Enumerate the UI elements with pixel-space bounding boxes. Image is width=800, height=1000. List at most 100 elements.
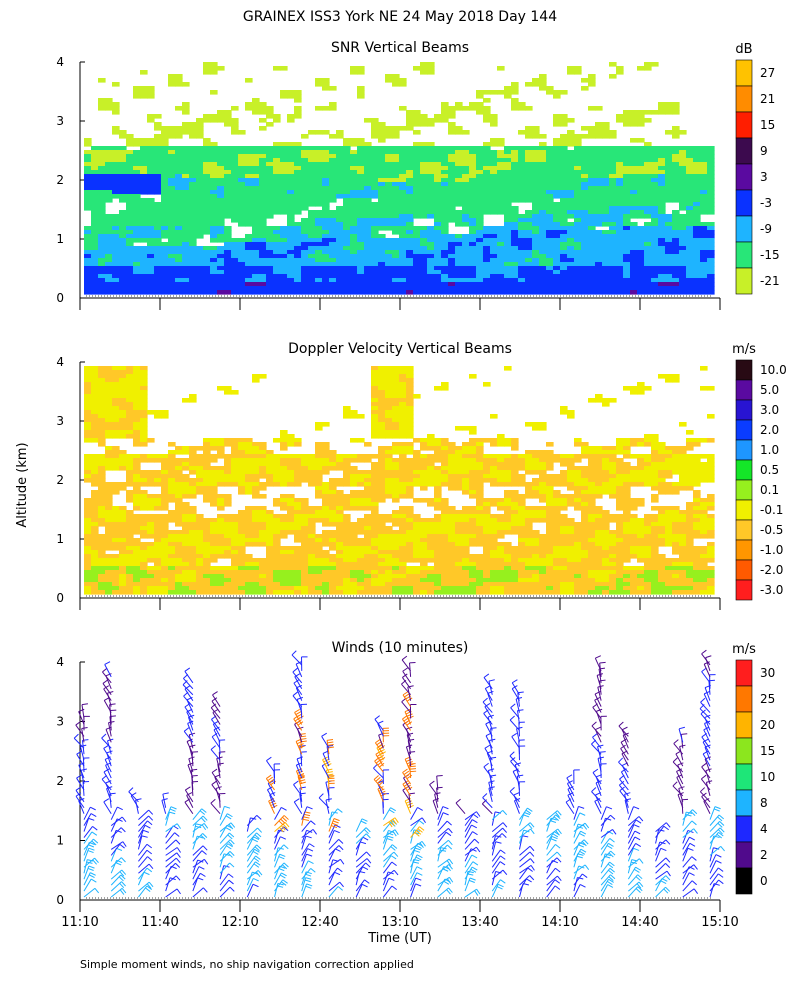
- heatmap-cell: [658, 458, 666, 463]
- heatmap-cell: [280, 470, 288, 475]
- heatmap-cell: [427, 226, 435, 231]
- heatmap-cell: [266, 166, 274, 171]
- heatmap-cell: [259, 222, 267, 227]
- heatmap-cell: [112, 174, 120, 179]
- heatmap-cell: [511, 178, 519, 183]
- heatmap-cell: [665, 130, 673, 135]
- heatmap-cell: [371, 282, 379, 287]
- heatmap-cell: [112, 214, 120, 219]
- heatmap-cell: [588, 398, 596, 403]
- heatmap-cell: [357, 242, 365, 247]
- heatmap-cell: [525, 234, 533, 239]
- heatmap-cell: [161, 210, 169, 215]
- heatmap-cell: [455, 150, 463, 155]
- heatmap-cell: [392, 494, 400, 499]
- heatmap-cell: [476, 170, 484, 175]
- heatmap-cell: [154, 154, 162, 159]
- heatmap-cell: [259, 290, 267, 295]
- heatmap-cell: [518, 102, 526, 107]
- heatmap-cell: [280, 274, 288, 279]
- heatmap-cell: [182, 274, 190, 279]
- heatmap-cell: [364, 142, 372, 147]
- heatmap-cell: [336, 466, 344, 471]
- heatmap-cell: [336, 266, 344, 271]
- heatmap-cell: [371, 126, 379, 131]
- heatmap-cell: [98, 262, 106, 267]
- heatmap-cell: [322, 446, 330, 451]
- heatmap-cell: [378, 494, 386, 499]
- heatmap-cell: [259, 226, 267, 231]
- heatmap-cell: [462, 282, 470, 287]
- heatmap-cell: [147, 266, 155, 271]
- heatmap-cell: [679, 178, 687, 183]
- heatmap-cell: [588, 234, 596, 239]
- heatmap-cell: [623, 110, 631, 115]
- heatmap-cell: [217, 210, 225, 215]
- heatmap-cell: [210, 274, 218, 279]
- heatmap-cell: [140, 474, 148, 479]
- heatmap-cell: [609, 486, 617, 491]
- heatmap-cell: [623, 282, 631, 287]
- heatmap-cell: [231, 258, 239, 263]
- heatmap-cell: [476, 186, 484, 191]
- heatmap-cell: [637, 382, 645, 387]
- heatmap-cell: [399, 222, 407, 227]
- heatmap-cell: [378, 150, 386, 155]
- heatmap-cell: [539, 470, 547, 475]
- heatmap-cell: [343, 194, 351, 199]
- heatmap-cell: [336, 290, 344, 295]
- heatmap-cell: [350, 458, 358, 463]
- heatmap-cell: [378, 242, 386, 247]
- heatmap-cell: [98, 398, 106, 403]
- colorbar-label: -9: [760, 222, 772, 236]
- heatmap-cell: [147, 138, 155, 143]
- heatmap-cell: [602, 462, 610, 467]
- heatmap-cell: [707, 166, 715, 171]
- heatmap-cell: [364, 234, 372, 239]
- heatmap-cell: [140, 182, 148, 187]
- heatmap-cell: [567, 210, 575, 215]
- heatmap-cell: [686, 250, 694, 255]
- heatmap-cell: [476, 106, 484, 111]
- heatmap-cell: [168, 266, 176, 271]
- heatmap-cell: [399, 250, 407, 255]
- heatmap-cell: [84, 198, 92, 203]
- heatmap-cell: [665, 254, 673, 259]
- heatmap-cell: [189, 274, 197, 279]
- heatmap-cell: [427, 246, 435, 251]
- heatmap-cell: [280, 446, 288, 451]
- heatmap-cell: [588, 258, 596, 263]
- heatmap-cell: [315, 154, 323, 159]
- heatmap-cell: [364, 286, 372, 291]
- heatmap-cell: [497, 254, 505, 259]
- heatmap-cell: [98, 78, 106, 83]
- heatmap-cell: [518, 482, 526, 487]
- heatmap-cell: [203, 186, 211, 191]
- heatmap-cell: [91, 278, 99, 283]
- heatmap-cell: [252, 202, 260, 207]
- heatmap-cell: [308, 166, 316, 171]
- heatmap-cell: [385, 474, 393, 479]
- heatmap-cell: [595, 282, 603, 287]
- heatmap-cell: [112, 426, 120, 431]
- heatmap-cell: [315, 270, 323, 275]
- heatmap-cell: [630, 466, 638, 471]
- heatmap-cell: [168, 206, 176, 211]
- heatmap-cell: [357, 266, 365, 271]
- heatmap-cell: [490, 258, 498, 263]
- heatmap-cell: [497, 230, 505, 235]
- heatmap-cell: [357, 142, 365, 147]
- heatmap-cell: [553, 214, 561, 219]
- heatmap-cell: [427, 466, 435, 471]
- heatmap-cell: [595, 242, 603, 247]
- heatmap-cell: [280, 238, 288, 243]
- heatmap-cell: [371, 206, 379, 211]
- heatmap-cell: [252, 210, 260, 215]
- heatmap-cell: [525, 182, 533, 187]
- heatmap-cell: [196, 166, 204, 171]
- heatmap-cell: [210, 446, 218, 451]
- heatmap-cell: [175, 230, 183, 235]
- heatmap-cell: [105, 242, 113, 247]
- heatmap-cell: [427, 202, 435, 207]
- heatmap-cell: [602, 154, 610, 159]
